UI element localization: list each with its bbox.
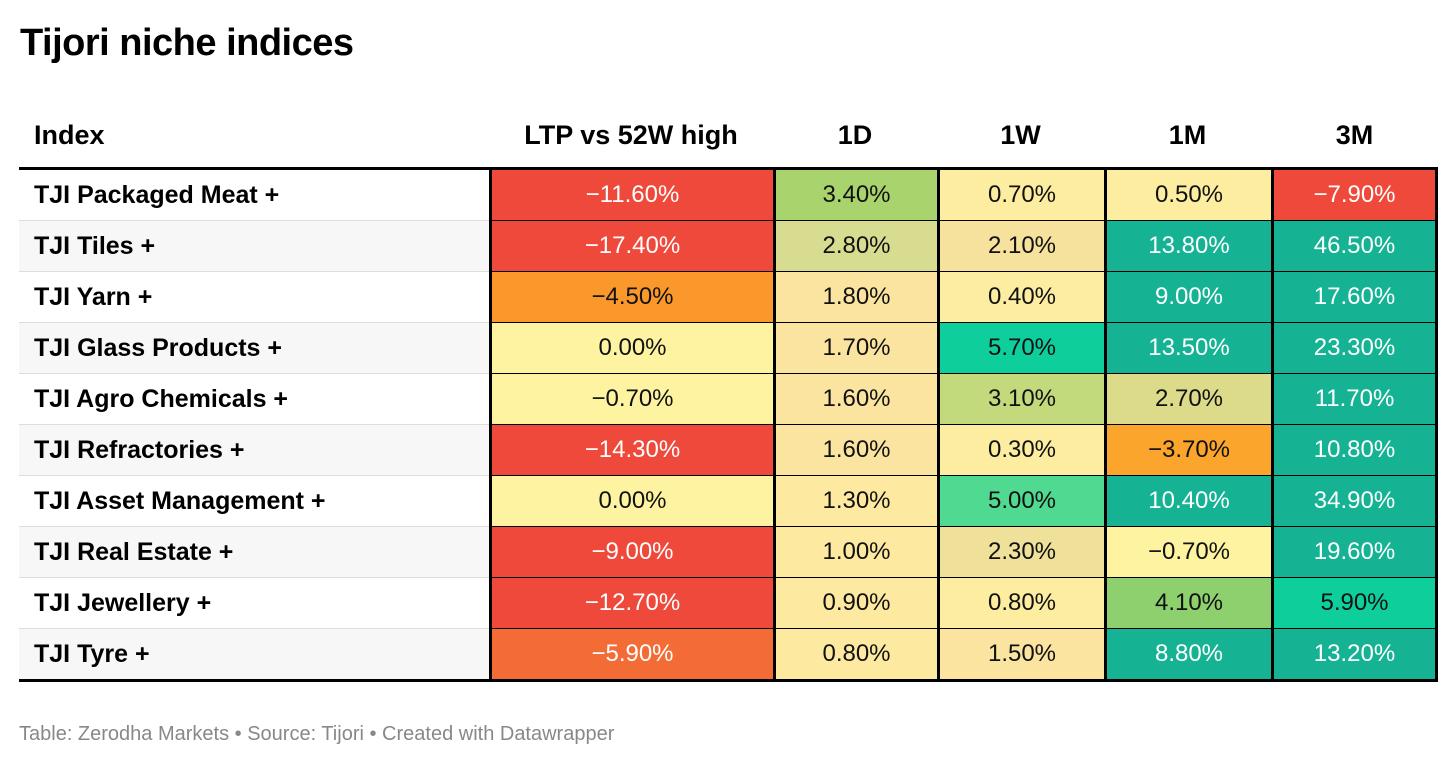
- heat-cell: 2.10%: [937, 221, 1104, 272]
- row-index-name: TJI Packaged Meat +: [19, 170, 489, 221]
- table-row: TJI Asset Management +0.00% 1.30% 5.00% 10.…: [19, 476, 1438, 527]
- heat-cell: 2.70%: [1104, 374, 1271, 425]
- heat-cell: 3.10%: [937, 374, 1104, 425]
- heat-cell: 0.70%: [937, 170, 1104, 221]
- table-row: TJI Glass Products +0.00% 1.70% 5.70% 13.50…: [19, 323, 1438, 374]
- row-index-name: TJI Refractories +: [19, 425, 489, 476]
- heat-cell: 1.50%: [937, 629, 1104, 682]
- row-index-name: TJI Agro Chemicals +: [19, 374, 489, 425]
- row-index-name: TJI Tyre +: [19, 629, 489, 682]
- heat-cell: 23.30%: [1271, 323, 1438, 374]
- heat-cell: 1.00%: [773, 527, 937, 578]
- heat-cell: −12.70%: [489, 578, 773, 629]
- table-row: TJI Jewellery + −12.70% 0.90% 0.80% 4.10% 5.9…: [19, 578, 1438, 629]
- heat-cell: 10.80%: [1271, 425, 1438, 476]
- heat-cell: −14.30%: [489, 425, 773, 476]
- table-row: TJI Tyre + −5.90% 0.80% 1.50% 8.80% 13.20%: [19, 629, 1438, 682]
- row-index-name: TJI Real Estate +: [19, 527, 489, 578]
- heat-cell: 46.50%: [1271, 221, 1438, 272]
- heat-cell: 2.80%: [773, 221, 937, 272]
- heat-cell: −3.70%: [1104, 425, 1271, 476]
- heat-cell: 1.60%: [773, 425, 937, 476]
- heat-cell: 10.40%: [1104, 476, 1271, 527]
- heat-cell: 0.80%: [937, 578, 1104, 629]
- heat-cell: 3.40%: [773, 170, 937, 221]
- heat-cell: 0.30%: [937, 425, 1104, 476]
- heat-cell: 5.00%: [937, 476, 1104, 527]
- row-index-name: TJI Tiles +: [19, 221, 489, 272]
- heat-cell: −4.50%: [489, 272, 773, 323]
- heat-cell: 13.50%: [1104, 323, 1271, 374]
- heat-cell: 13.20%: [1271, 629, 1438, 682]
- heat-cell: −5.90%: [489, 629, 773, 682]
- heat-cell: 4.10%: [1104, 578, 1271, 629]
- heat-cell: 1.30%: [773, 476, 937, 527]
- column-header-index: Index: [19, 103, 489, 170]
- table-row: TJI Tiles + −17.40% 2.80% 2.10% 13.80% 46.50%: [19, 221, 1438, 272]
- heat-cell: 2.30%: [937, 527, 1104, 578]
- heat-cell: −0.70%: [1104, 527, 1271, 578]
- heat-cell: 19.60%: [1271, 527, 1438, 578]
- heat-cell: 0.00%: [489, 476, 773, 527]
- row-index-name: TJI Yarn +: [19, 272, 489, 323]
- heat-cell: 5.70%: [937, 323, 1104, 374]
- column-header-1d: 1D: [773, 103, 937, 170]
- column-header-3m: 3M: [1271, 103, 1438, 170]
- heat-cell: 0.90%: [773, 578, 937, 629]
- table-body: TJI Packaged Meat + −11.60% 3.40% 0.70% 0.50…: [19, 170, 1438, 682]
- heat-cell: 17.60%: [1271, 272, 1438, 323]
- heat-cell: 1.70%: [773, 323, 937, 374]
- heat-cell: 34.90%: [1271, 476, 1438, 527]
- heat-cell: 0.80%: [773, 629, 937, 682]
- heat-cell: −0.70%: [489, 374, 773, 425]
- table-row: TJI Yarn + −4.50% 1.80% 0.40% 9.00% 17.60%: [19, 272, 1438, 323]
- heat-cell: 8.80%: [1104, 629, 1271, 682]
- chart-title: Tijori niche indices: [20, 22, 354, 64]
- heat-cell: 9.00%: [1104, 272, 1271, 323]
- heat-cell: 11.70%: [1271, 374, 1438, 425]
- heat-cell: 0.50%: [1104, 170, 1271, 221]
- header-row: Index LTP vs 52W high 1D 1W 1M 3M: [19, 103, 1438, 170]
- column-header-ltp-vs-52w-high: LTP vs 52W high: [489, 103, 773, 170]
- column-header-1w: 1W: [937, 103, 1104, 170]
- row-index-name: TJI Glass Products +: [19, 323, 489, 374]
- row-index-name: TJI Asset Management +: [19, 476, 489, 527]
- heat-cell: −9.00%: [489, 527, 773, 578]
- heatmap-table: Index LTP vs 52W high 1D 1W 1M 3M TJI Pa…: [19, 103, 1438, 682]
- source-footer: Table: Zerodha Markets • Source: Tijori …: [19, 723, 615, 745]
- heat-cell: −17.40%: [489, 221, 773, 272]
- heat-cell: −11.60%: [489, 170, 773, 221]
- table-row: TJI Packaged Meat + −11.60% 3.40% 0.70% 0.50…: [19, 170, 1438, 221]
- table-row: TJI Refractories + −14.30% 1.60% 0.30% −3.70…: [19, 425, 1438, 476]
- heat-cell: 1.60%: [773, 374, 937, 425]
- row-index-name: TJI Jewellery +: [19, 578, 489, 629]
- column-header-1m: 1M: [1104, 103, 1271, 170]
- heat-cell: 5.90%: [1271, 578, 1438, 629]
- heat-cell: −7.90%: [1271, 170, 1438, 221]
- heat-cell: 1.80%: [773, 272, 937, 323]
- table-row: TJI Real Estate + −9.00% 1.00% 2.30% −0.70% 1…: [19, 527, 1438, 578]
- heat-cell: 0.40%: [937, 272, 1104, 323]
- heat-cell: 0.00%: [489, 323, 773, 374]
- heat-cell: 13.80%: [1104, 221, 1271, 272]
- table-row: TJI Agro Chemicals + −0.70% 1.60% 3.10% 2.70…: [19, 374, 1438, 425]
